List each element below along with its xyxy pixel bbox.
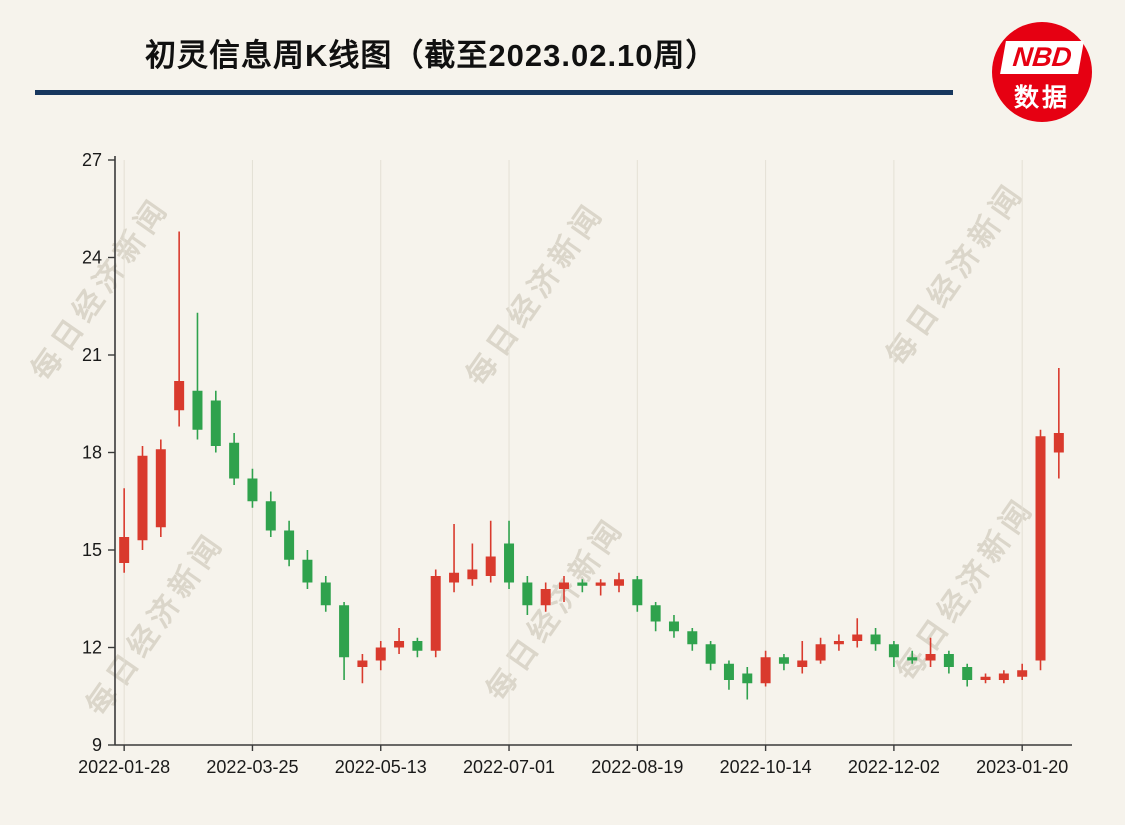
nbd-logo-subtext: 数据 xyxy=(1013,84,1070,112)
svg-text:18: 18 xyxy=(82,443,102,463)
kline-chart: 9 12 15 18 21 24 27 2022-01-28 2022-03-25 2022-05… xyxy=(78,150,1072,777)
svg-text:2022-03-25: 2022-03-25 xyxy=(206,757,298,777)
nbd-logo: NBD 数据 xyxy=(992,22,1092,122)
svg-text:2022-10-14: 2022-10-14 xyxy=(720,757,812,777)
title-underline xyxy=(35,90,953,95)
svg-text:2022-07-01: 2022-07-01 xyxy=(463,757,555,777)
svg-text:2022-12-02: 2022-12-02 xyxy=(848,757,940,777)
svg-text:2022-05-13: 2022-05-13 xyxy=(335,757,427,777)
svg-text:21: 21 xyxy=(82,345,102,365)
svg-text:2023-01-20: 2023-01-20 xyxy=(976,757,1068,777)
svg-text:27: 27 xyxy=(82,150,102,170)
svg-text:9: 9 xyxy=(92,735,102,755)
svg-text:15: 15 xyxy=(82,540,102,560)
page-title: 初灵信息周K线图（截至2023.02.10周） xyxy=(145,38,718,73)
nbd-logo-band: NBD xyxy=(1000,41,1084,74)
svg-text:12: 12 xyxy=(82,638,102,658)
svg-text:2022-01-28: 2022-01-28 xyxy=(78,757,170,777)
svg-text:24: 24 xyxy=(82,248,102,268)
svg-text:2022-08-19: 2022-08-19 xyxy=(591,757,683,777)
nbd-logo-text: NBD xyxy=(1011,42,1073,72)
